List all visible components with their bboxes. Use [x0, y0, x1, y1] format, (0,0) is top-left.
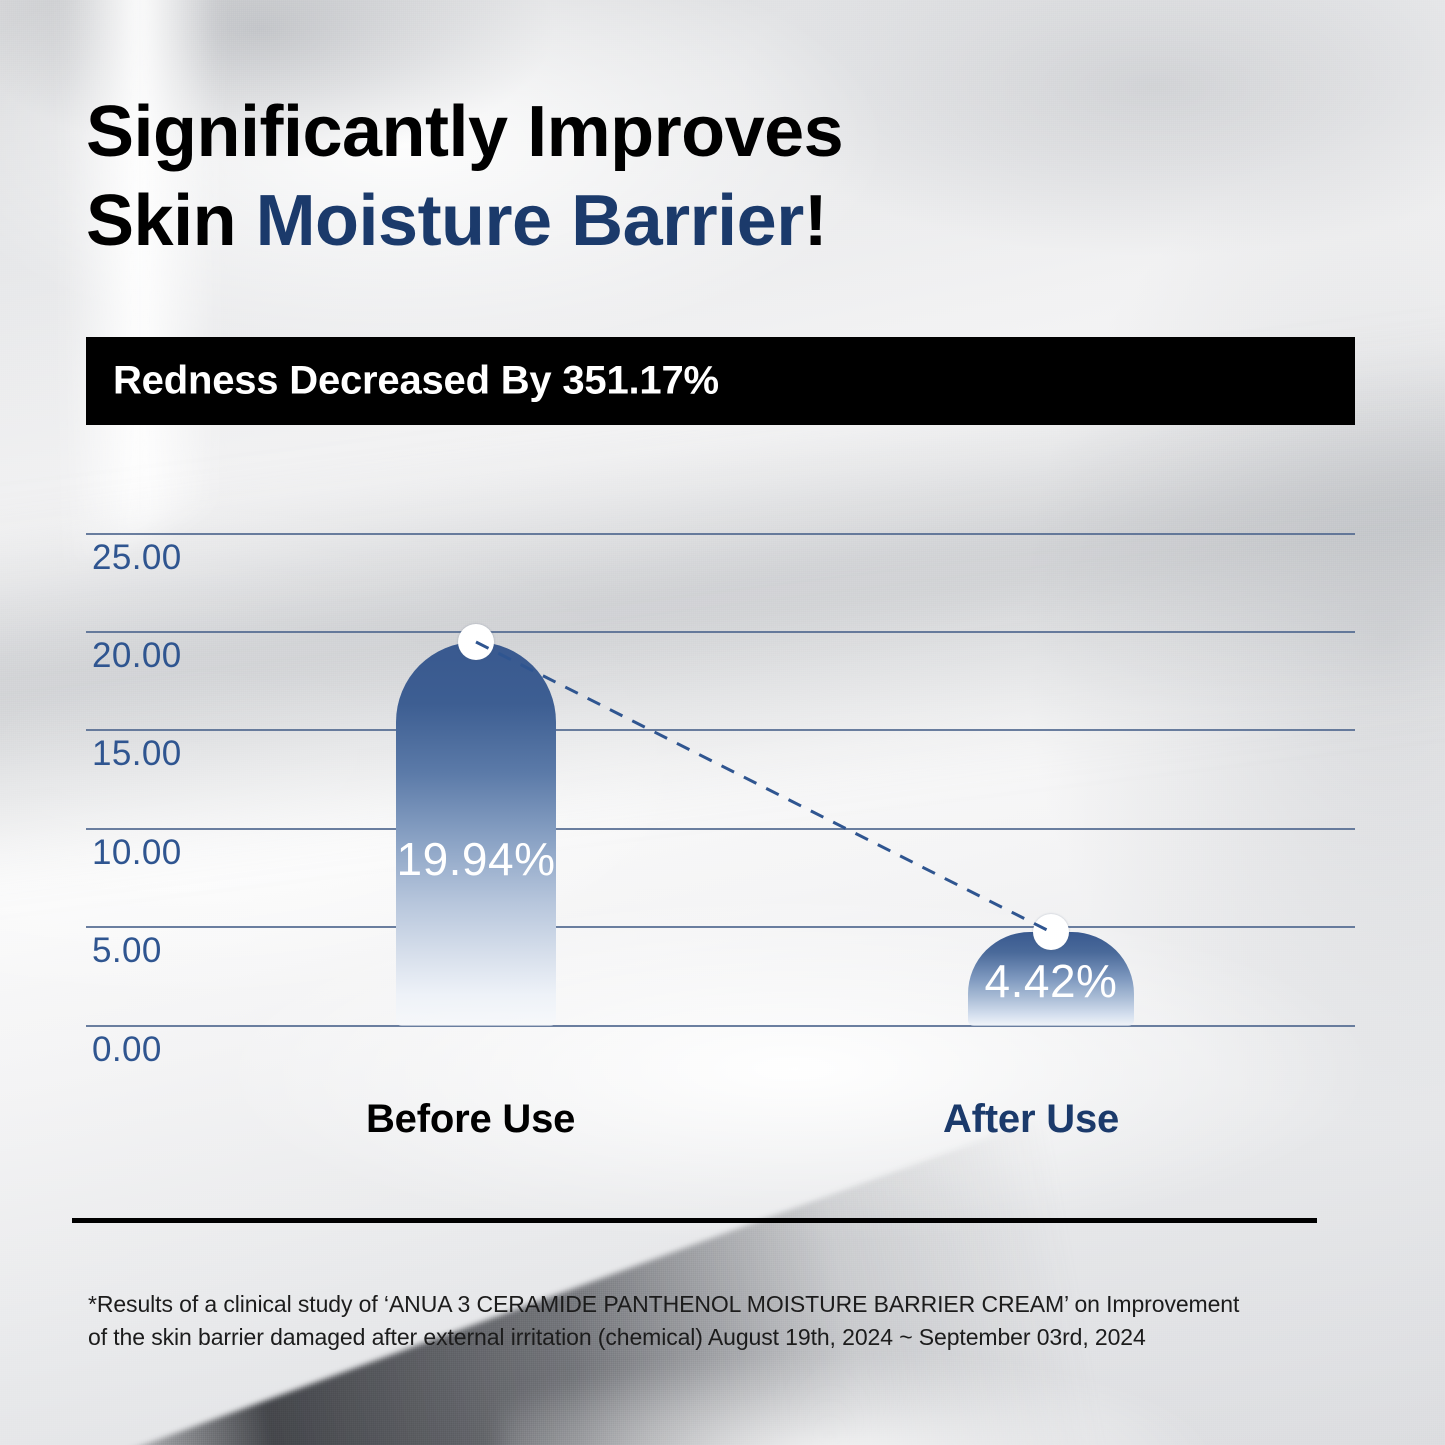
banner-label: Redness Decreased By 351.17%	[113, 358, 719, 403]
bar-after-use-value: 4.42%	[984, 955, 1118, 1007]
headline-line-1: Significantly Improves	[86, 92, 844, 172]
bar-after-use: 4.42%	[968, 914, 1134, 1026]
footer-divider	[72, 1218, 1317, 1223]
gridline-0	[86, 1025, 1355, 1027]
headline-line-2-accent: Moisture Barrier	[255, 180, 805, 261]
y-tick-0: 0.00	[92, 1030, 162, 1069]
footnote: *Results of a clinical study of ‘ANUA 3 …	[88, 1288, 1358, 1353]
bar-before-use-value: 19.94%	[396, 833, 556, 885]
footnote-line-1: *Results of a clinical study of ‘ANUA 3 …	[88, 1291, 1240, 1317]
y-tick-5: 5.00	[92, 931, 162, 970]
headline-line-2-suffix: !	[803, 180, 828, 261]
headline-line-2-prefix: Skin	[86, 180, 256, 261]
data-point-marker-after	[1033, 914, 1069, 950]
page-title: Significantly Improves Skin Moisture Barr…	[86, 88, 1186, 265]
gridline-5	[86, 926, 1355, 928]
footnote-line-2: of the skin barrier damaged after extern…	[88, 1323, 1146, 1350]
x-label-before-use: Before Use	[366, 1097, 576, 1141]
highlight-banner: Redness Decreased By 351.17%	[86, 337, 1355, 425]
bar-after-use-fill	[968, 932, 1134, 1026]
background-bright-spot	[500, 1330, 1445, 1445]
